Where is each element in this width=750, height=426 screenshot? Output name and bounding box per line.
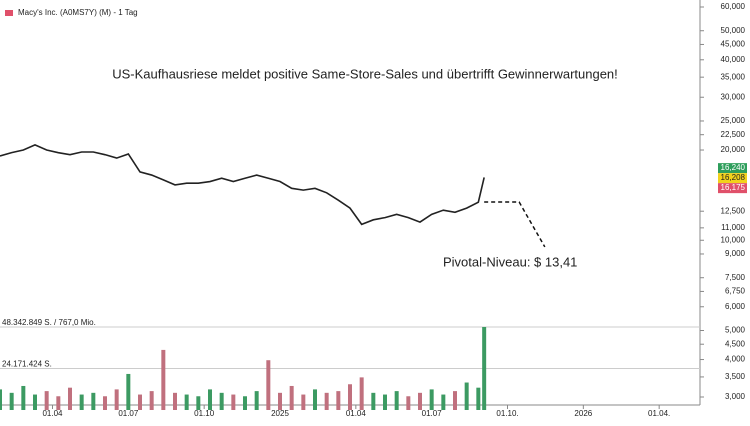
x-tick-label: 01.04: [42, 409, 63, 418]
volume-bar: [441, 394, 446, 410]
y-tick-label: 12,500: [721, 206, 746, 215]
volume-bar: [138, 394, 142, 410]
y-tick-label: 25,000: [721, 116, 746, 125]
y-tick-label: 60,000: [721, 2, 746, 11]
pivot-annotation: Pivotal-Niveau: $ 13,41: [443, 254, 577, 269]
volume-bar: [313, 389, 317, 410]
volume-bar: [243, 396, 247, 410]
volume-bar: [231, 394, 236, 410]
volume-bar: [464, 382, 469, 410]
price-label-box: [718, 163, 747, 174]
volume-bar: [406, 396, 411, 410]
volume-bar: [429, 389, 434, 410]
x-tick-label: 01.04.: [648, 409, 670, 418]
x-tick-label: 2025: [271, 409, 289, 418]
volume-bar: [301, 394, 306, 410]
y-tick-label: 22,500: [721, 130, 746, 139]
volume-bar: [394, 391, 399, 410]
x-tick-label: 01.10.: [496, 409, 518, 418]
legend-icon: [5, 10, 13, 16]
volume-bar: [383, 394, 387, 410]
volume-bar: [371, 392, 376, 410]
y-tick-label: 9,000: [725, 249, 746, 258]
volume-bar: [44, 391, 49, 410]
y-tick-label: 45,000: [721, 40, 746, 49]
chart-title: Macy's Inc. (A0MS7Y) (M) - 1 Tag: [18, 8, 138, 17]
y-tick-label: 3,500: [725, 372, 746, 381]
price-label-box: [718, 173, 747, 184]
y-tick-label: 6,750: [725, 287, 746, 296]
volume-bar: [324, 392, 329, 410]
headline: US-Kaufhausriese meldet positive Same-St…: [112, 66, 618, 81]
volume-bar: [114, 389, 119, 410]
volume-bar: [91, 392, 96, 410]
volume-bar: [0, 389, 2, 410]
volume-bar: [103, 396, 107, 410]
volume-bar: [453, 391, 457, 410]
y-tick-label: 35,000: [721, 72, 746, 81]
price-label-box: [718, 183, 747, 194]
volume-bar: [21, 385, 26, 410]
volume-bar: [219, 392, 224, 410]
volume-bar: [278, 392, 282, 410]
y-tick-label: 4,500: [725, 339, 746, 348]
volume-bar: [348, 384, 352, 410]
y-tick-label: 30,000: [721, 92, 746, 101]
volume-label: 24.171.424 S.: [2, 360, 52, 369]
projection-line: [484, 201, 546, 248]
y-tick-label: 3,000: [725, 392, 746, 401]
volume-bar: [482, 327, 487, 410]
x-tick-label: 01.04: [346, 409, 367, 418]
volume-bar: [68, 387, 72, 410]
x-tick-label: 01.07: [422, 409, 443, 418]
volume-bar: [266, 360, 271, 410]
volume-bar: [126, 373, 131, 410]
price-label: 16,208: [721, 173, 746, 182]
volume-bar: [418, 392, 422, 410]
price-label: 16,175: [721, 183, 746, 192]
volume-bar: [9, 392, 14, 410]
y-tick-label: 7,500: [725, 273, 746, 282]
y-tick-label: 11,000: [721, 223, 745, 232]
volume-bar: [161, 349, 166, 410]
price-label: 16,240: [721, 163, 746, 172]
volume-bar: [173, 392, 177, 410]
y-tick-label: 10,000: [721, 235, 746, 244]
volume-bar: [33, 394, 37, 410]
y-tick-label: 5,000: [725, 326, 746, 335]
volume-label: 48.342.849 S. / 767,0 Mio.: [2, 318, 96, 327]
price-line: [0, 144, 485, 226]
x-tick-label: 01.10: [194, 409, 215, 418]
volume-bar: [254, 391, 259, 410]
y-tick-label: 50,000: [721, 26, 746, 35]
volume-bar: [196, 396, 201, 410]
y-tick-label: 40,000: [721, 55, 746, 64]
volume-bar: [149, 391, 154, 410]
volume-bar: [184, 394, 189, 410]
y-tick-label: 4,000: [725, 355, 746, 364]
volume-bar: [476, 387, 481, 410]
y-tick-label: 6,000: [725, 302, 746, 311]
volume-bar: [56, 396, 61, 410]
volume-bar: [289, 385, 294, 410]
x-tick-label: 2026: [574, 409, 592, 418]
x-tick-label: 01.07: [118, 409, 139, 418]
volume-bar: [79, 394, 84, 410]
volume-bar: [336, 391, 341, 410]
y-tick-label: 20,000: [721, 145, 746, 154]
volume-bar: [359, 377, 364, 410]
volume-bar: [208, 389, 212, 410]
